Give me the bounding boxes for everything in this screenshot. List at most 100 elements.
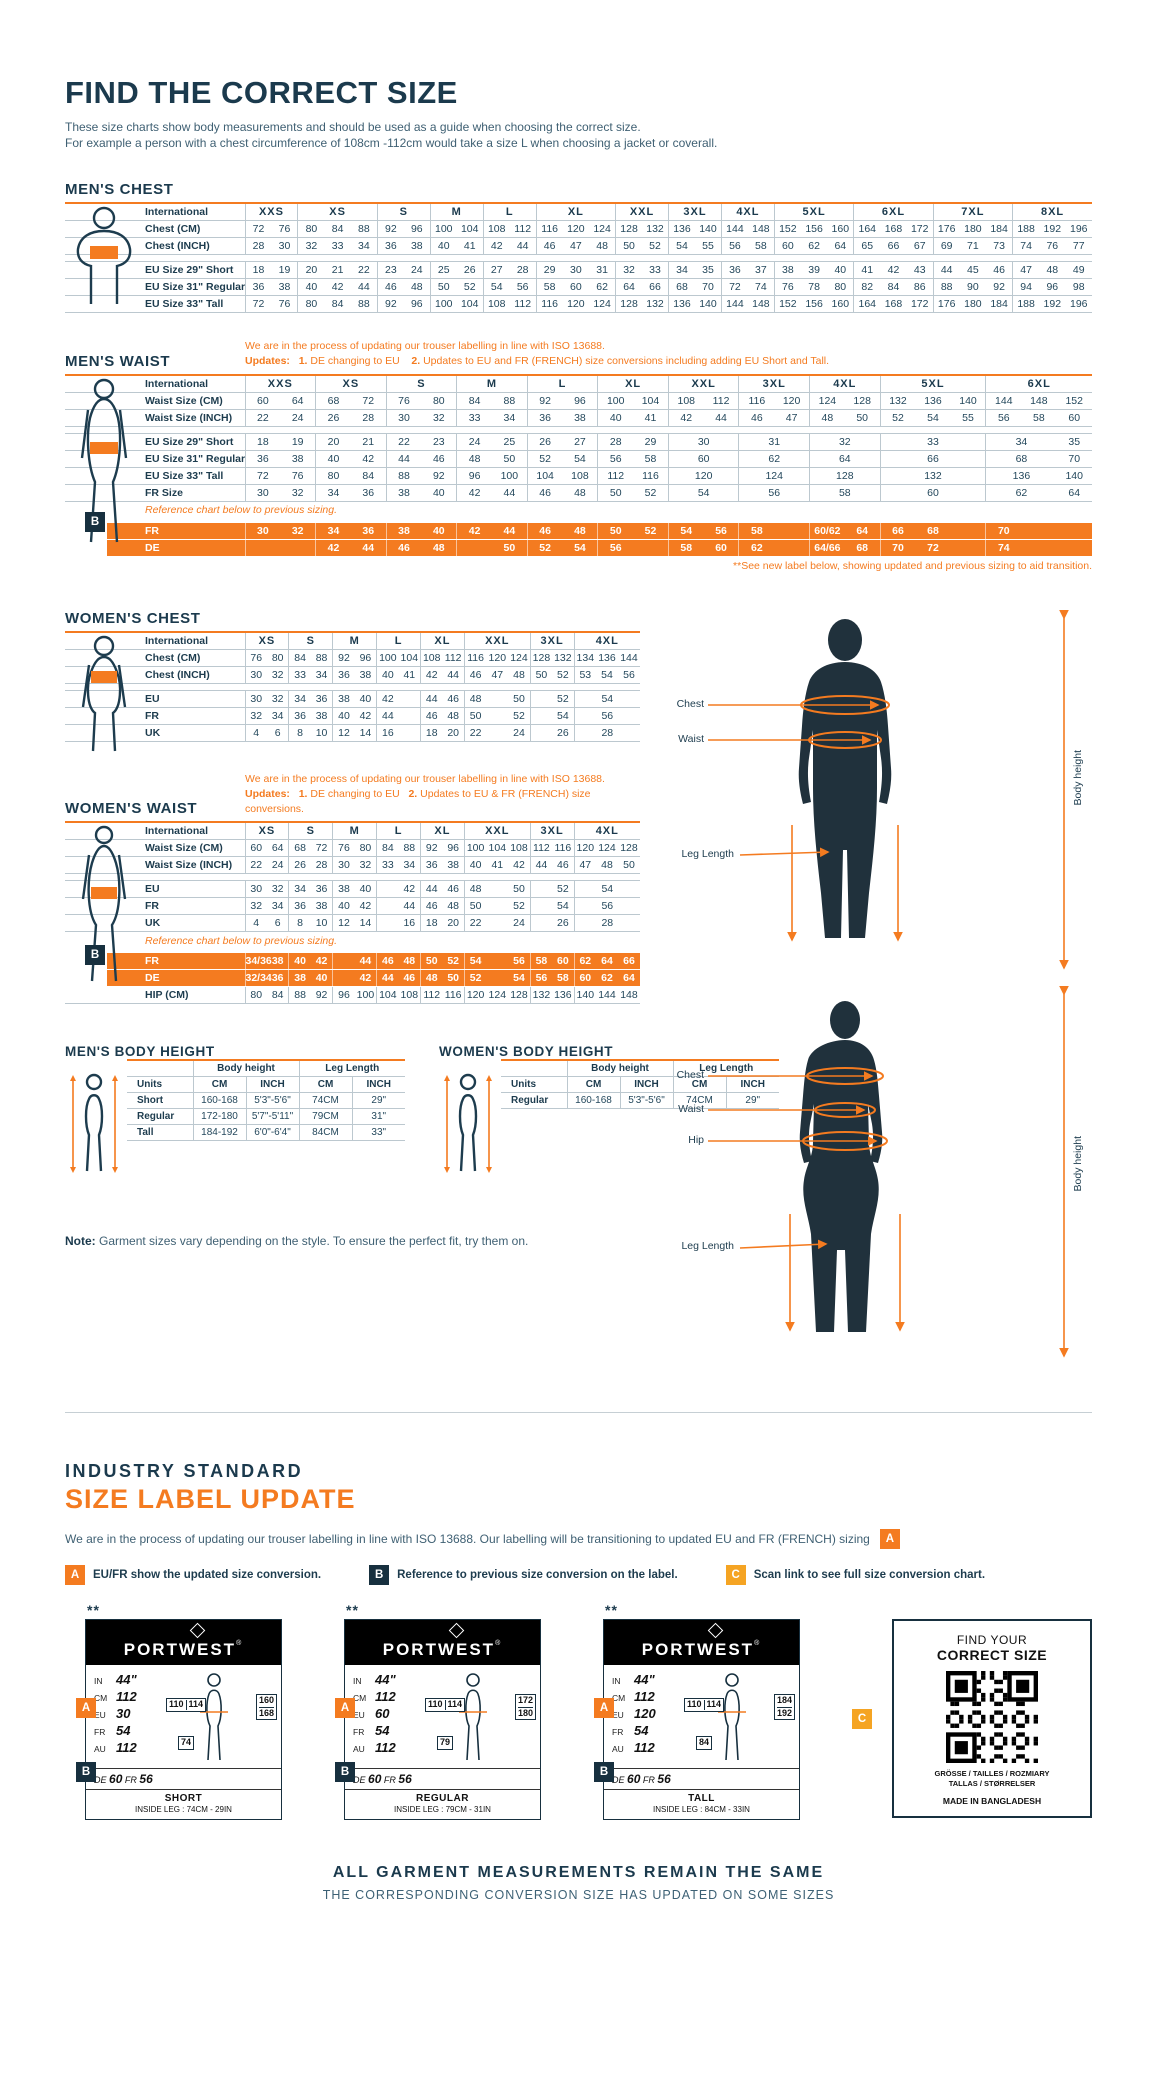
size-cell: 76 [271,220,298,239]
size-cell: 50 [597,522,634,540]
spec-label: IN [94,1675,103,1686]
size-cell: 26 [526,433,563,451]
size-cell [950,522,986,540]
size-col-header: 7XL [932,203,1013,222]
size-cell: 24 [280,409,316,427]
size-cell [529,880,553,899]
male-body-height-label: Body height [1072,749,1084,806]
female-measurement-figure: Chest Waist Hip Leg Length Body height [640,985,1092,1366]
size-cell: 34 [266,897,289,916]
section-womens-body-height: WOMEN'S BODY HEIGHT Body height Leg Lengt… [439,1044,779,1182]
spec-label: FR [94,1726,106,1737]
fr-value: 56 [398,1771,412,1786]
size-cell: 28 [350,409,387,427]
c-badge-pointer: C [852,1708,872,1729]
label-figure-area: 110 114 184 192 84 [682,1672,795,1764]
size-cell: 46 [420,897,443,916]
size-cell: 116 [535,220,563,239]
garment-label-card: ** PORTWEST® IN 44" CM 112 EU 60 FR 54 AU 112 110 114… [335,1602,541,1820]
size-col-header: XS [244,822,289,841]
updates-label: Updates: [245,355,290,368]
size-cell: 92 [986,278,1013,297]
leg-measure-box: 84 [696,1735,713,1750]
size-cell: 56 [597,450,634,468]
size-cell: 70 [879,539,916,557]
size-cell: 72 [310,839,333,858]
size-cell: 30 [244,484,281,502]
unit-header-row: Units CM INCH CM INCH [127,1076,405,1094]
chest-measure-box: 110 114 [166,1697,207,1712]
size-spec-row: AU 112 [353,1740,423,1757]
size-cell: 4 [244,724,267,742]
size-cell: 48 [562,484,598,502]
size-cell: 56 [703,522,739,540]
size-cell: 52 [552,666,575,684]
size-cell: 124 [589,220,616,239]
size-cell: 40 [421,484,457,502]
size-cell: 66 [880,237,907,256]
size-cell: 148 [1021,392,1057,410]
size-cell [529,690,553,708]
size-cell: 140 [573,986,596,1005]
size-cell: 64 [844,522,881,540]
size-cell: 31 [738,433,810,451]
size-cell: 128 [615,295,643,314]
mens-chest-title: MEN'S CHEST [65,181,174,199]
label-card-body: IN 44" CM 112 EU 120 FR 54 AU 112 110 114 184 192 84 [604,1665,799,1768]
size-cell: 54 [508,969,531,988]
spacer-row [65,426,1092,434]
size-cell: 42 [456,484,492,502]
size-cell: 46 [420,707,443,725]
size-cell: 46 [552,856,575,875]
inside-leg-text: INSIDE LEG : 79CM - 31IN [394,1804,491,1814]
size-cell: 36 [720,261,748,280]
size-cell: 30 [244,666,267,684]
size-cell: 16 [376,724,399,742]
size-cell: 96 [403,220,431,239]
size-row: UK 4 6 8 10 12 14 16 18 20 22 24 26 28 [65,914,640,933]
female-body-height-label: Body height [1072,1135,1084,1192]
fit-name: SHORT [164,1792,203,1804]
size-col-header: 3XL [529,822,575,841]
measure-value: 74CM [672,1092,726,1110]
size-cell: 22 [463,724,487,742]
size-cell: 28 [310,856,333,875]
size-cell: 52 [526,539,563,557]
size-cell: 116 [463,649,487,667]
size-cell [486,880,509,899]
size-cell: 84 [376,839,399,858]
height-val-2: 192 [776,1707,792,1718]
size-cell: 46 [442,880,465,899]
size-cell: 38 [310,897,333,916]
row-label: Waist Size (CM) [65,839,246,858]
size-cell: 44 [350,539,387,557]
size-spec-row: CM 112 [94,1689,164,1706]
womens_chest-table: International XS S M L XL XXL 3XL 4XL Chest (CM) 7… [65,630,640,742]
size-cell: 116 [738,392,775,410]
size-cell: 33 [288,666,311,684]
size-cell: 64 [827,237,854,256]
size-cell: 108 [562,467,598,485]
updates-label: Updates: [245,787,290,800]
section-womens-waist: WOMEN'S WAIST We are in the process of u… [65,772,640,1005]
size-cell: 58 [1021,409,1057,427]
unit-header: CM [298,1076,352,1094]
size-row: EU 30 32 34 36 38 40 42 44 46 48 50 52 54 [65,690,640,708]
industry-paragraph-text: We are in the process of updating our tr… [65,1531,870,1546]
spacer-row [65,683,640,691]
fr-label: FR [383,1774,396,1785]
size-cell: 40 [332,897,355,916]
size-cell: 26 [288,856,311,875]
size-col-header: XL [535,203,616,222]
size-cell: 56 [509,278,537,297]
mens-chest-table-wrap: International XXS XS S M L XL XXL 3XL 4XL 5XL 6XL 7X… [65,202,1092,314]
size-cell: 36 [420,856,443,875]
section-divider [65,1411,1092,1413]
size-cell: 160 [827,295,854,314]
size-cell: 82 [853,278,881,297]
size-cell: 132 [552,649,575,667]
registered-mark: ® [236,1639,244,1647]
chest-val-2: 114 [447,1698,463,1709]
chest-val-1: 110 [428,1698,443,1709]
size-cell: 38 [310,707,333,725]
